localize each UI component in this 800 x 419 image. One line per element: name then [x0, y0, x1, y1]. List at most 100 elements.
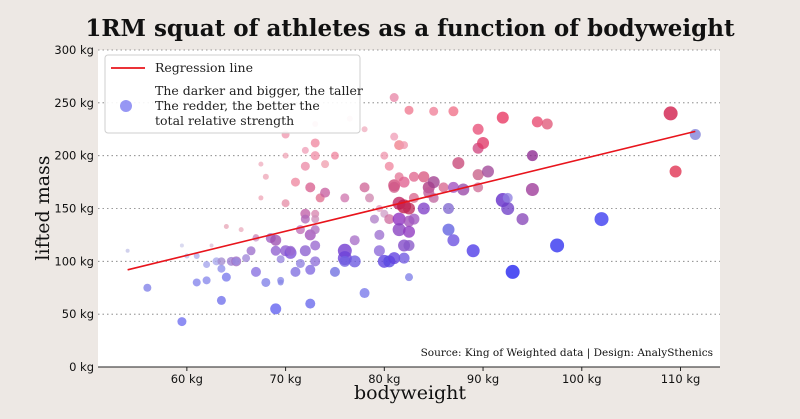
scatter-point [408, 213, 420, 225]
y-axis-title: lifted mass [32, 155, 54, 260]
scatter-point [418, 171, 430, 183]
scatter-point [689, 129, 701, 141]
scatter-point [380, 151, 389, 160]
scatter-point [442, 203, 454, 214]
y-tick-label: 200 kg [54, 149, 94, 163]
y-tick-label: 150 kg [54, 202, 94, 216]
scatter-point [663, 106, 678, 121]
scatter-point [525, 182, 539, 196]
y-tick-label: 250 kg [54, 96, 94, 110]
scatter-point [369, 214, 379, 224]
scatter-point [374, 229, 385, 240]
legend-marker-label-line-3: total relative strength [155, 113, 294, 128]
scatter-point [501, 202, 515, 215]
scatter-point [373, 245, 385, 257]
scatter-point [448, 106, 459, 117]
scatter-point [541, 118, 553, 130]
x-axis-title: bodyweight [354, 382, 466, 404]
scatter-point [238, 227, 244, 233]
x-ticks: 60 kg 70 kg 80 kg 90 kg 100 kg 110 kg [171, 367, 700, 386]
scatter-point [505, 264, 520, 279]
scatter-point [300, 161, 310, 171]
scatter-point [290, 266, 301, 277]
scatter-point [311, 215, 320, 224]
x-tick-label: 100 kg [562, 372, 602, 386]
scatter-point [403, 239, 415, 251]
y-ticks: 0 kg 50 kg 100 kg 150 kg 200 kg 250 kg 300 kg [54, 43, 94, 374]
scatter-point [177, 317, 187, 327]
scatter-point [359, 288, 370, 299]
scatter-point [349, 235, 360, 246]
x-tick-label: 90 kg [467, 372, 499, 386]
scatter-point [526, 150, 538, 162]
scatter-point [477, 136, 490, 149]
regression-line [127, 130, 696, 271]
scatter-point [365, 193, 375, 203]
scatter-point [221, 272, 231, 282]
scatter-point [400, 141, 409, 150]
scatter-point [398, 176, 410, 188]
scatter-point [216, 295, 226, 305]
scatter-point [295, 258, 305, 268]
scatter-point [300, 214, 310, 224]
scatter-point [669, 165, 682, 178]
scatter-point [209, 243, 214, 248]
scatter-point [398, 252, 410, 264]
scatter-point [310, 138, 320, 148]
scatter-point [217, 257, 226, 266]
scatter-point [223, 223, 229, 229]
scatter-point [390, 132, 399, 141]
scatter-point [125, 248, 130, 253]
legend-box [104, 54, 361, 134]
scatter-point [310, 151, 320, 161]
scatter-point [384, 161, 394, 171]
legend-marker-label-line-1: The darker and bigger, the taller [155, 83, 363, 98]
scatter-point [392, 212, 406, 226]
scatter-point [276, 255, 285, 264]
scatter-point [232, 257, 241, 266]
scatter-point [403, 225, 415, 238]
scatter-point [282, 152, 289, 159]
scatter-point [550, 238, 565, 253]
scatter-point [203, 261, 211, 269]
scatter-point [281, 199, 290, 208]
scatter-point [258, 195, 264, 201]
scatter-point [330, 151, 339, 160]
scatter-point [143, 283, 152, 292]
scatter-point [250, 266, 261, 277]
scatter-point [389, 93, 399, 103]
scatter-point [305, 264, 316, 275]
scatter-point [261, 277, 271, 287]
scatter-point [405, 273, 413, 282]
scatter-point [594, 212, 609, 227]
scatter-point [339, 255, 351, 267]
scatter-point [290, 177, 300, 187]
scatter-point [340, 193, 350, 203]
legend: Regression line The darker and bigger, t… [104, 54, 363, 134]
scatter-point [472, 123, 484, 135]
scatter-point [502, 192, 513, 203]
scatter-point [404, 105, 414, 115]
legend-regression-label: Regression line [155, 60, 253, 75]
source-note: Source: King of Weighted data | Design: … [421, 347, 713, 360]
y-tick-label: 0 kg [69, 360, 94, 374]
scatter-point [258, 161, 264, 167]
scatter-point [496, 111, 509, 124]
scatter-point [270, 303, 282, 315]
y-tick-label: 300 kg [54, 43, 94, 57]
scatter-point [447, 234, 460, 247]
scatter-point [321, 160, 330, 169]
scatter-point [427, 176, 440, 189]
scatter-point [179, 243, 184, 248]
scatter-point [417, 202, 430, 215]
scatter-point [305, 298, 316, 309]
scatter-point [270, 245, 281, 256]
scatter-point [442, 223, 455, 236]
x-tick-label: 70 kg [269, 372, 301, 386]
scatter-point [305, 182, 316, 193]
scatter-point [192, 278, 201, 287]
scatter-point [388, 181, 400, 193]
scatter-point [202, 276, 211, 285]
scatter-point [193, 253, 200, 260]
scatter-point [531, 116, 543, 128]
